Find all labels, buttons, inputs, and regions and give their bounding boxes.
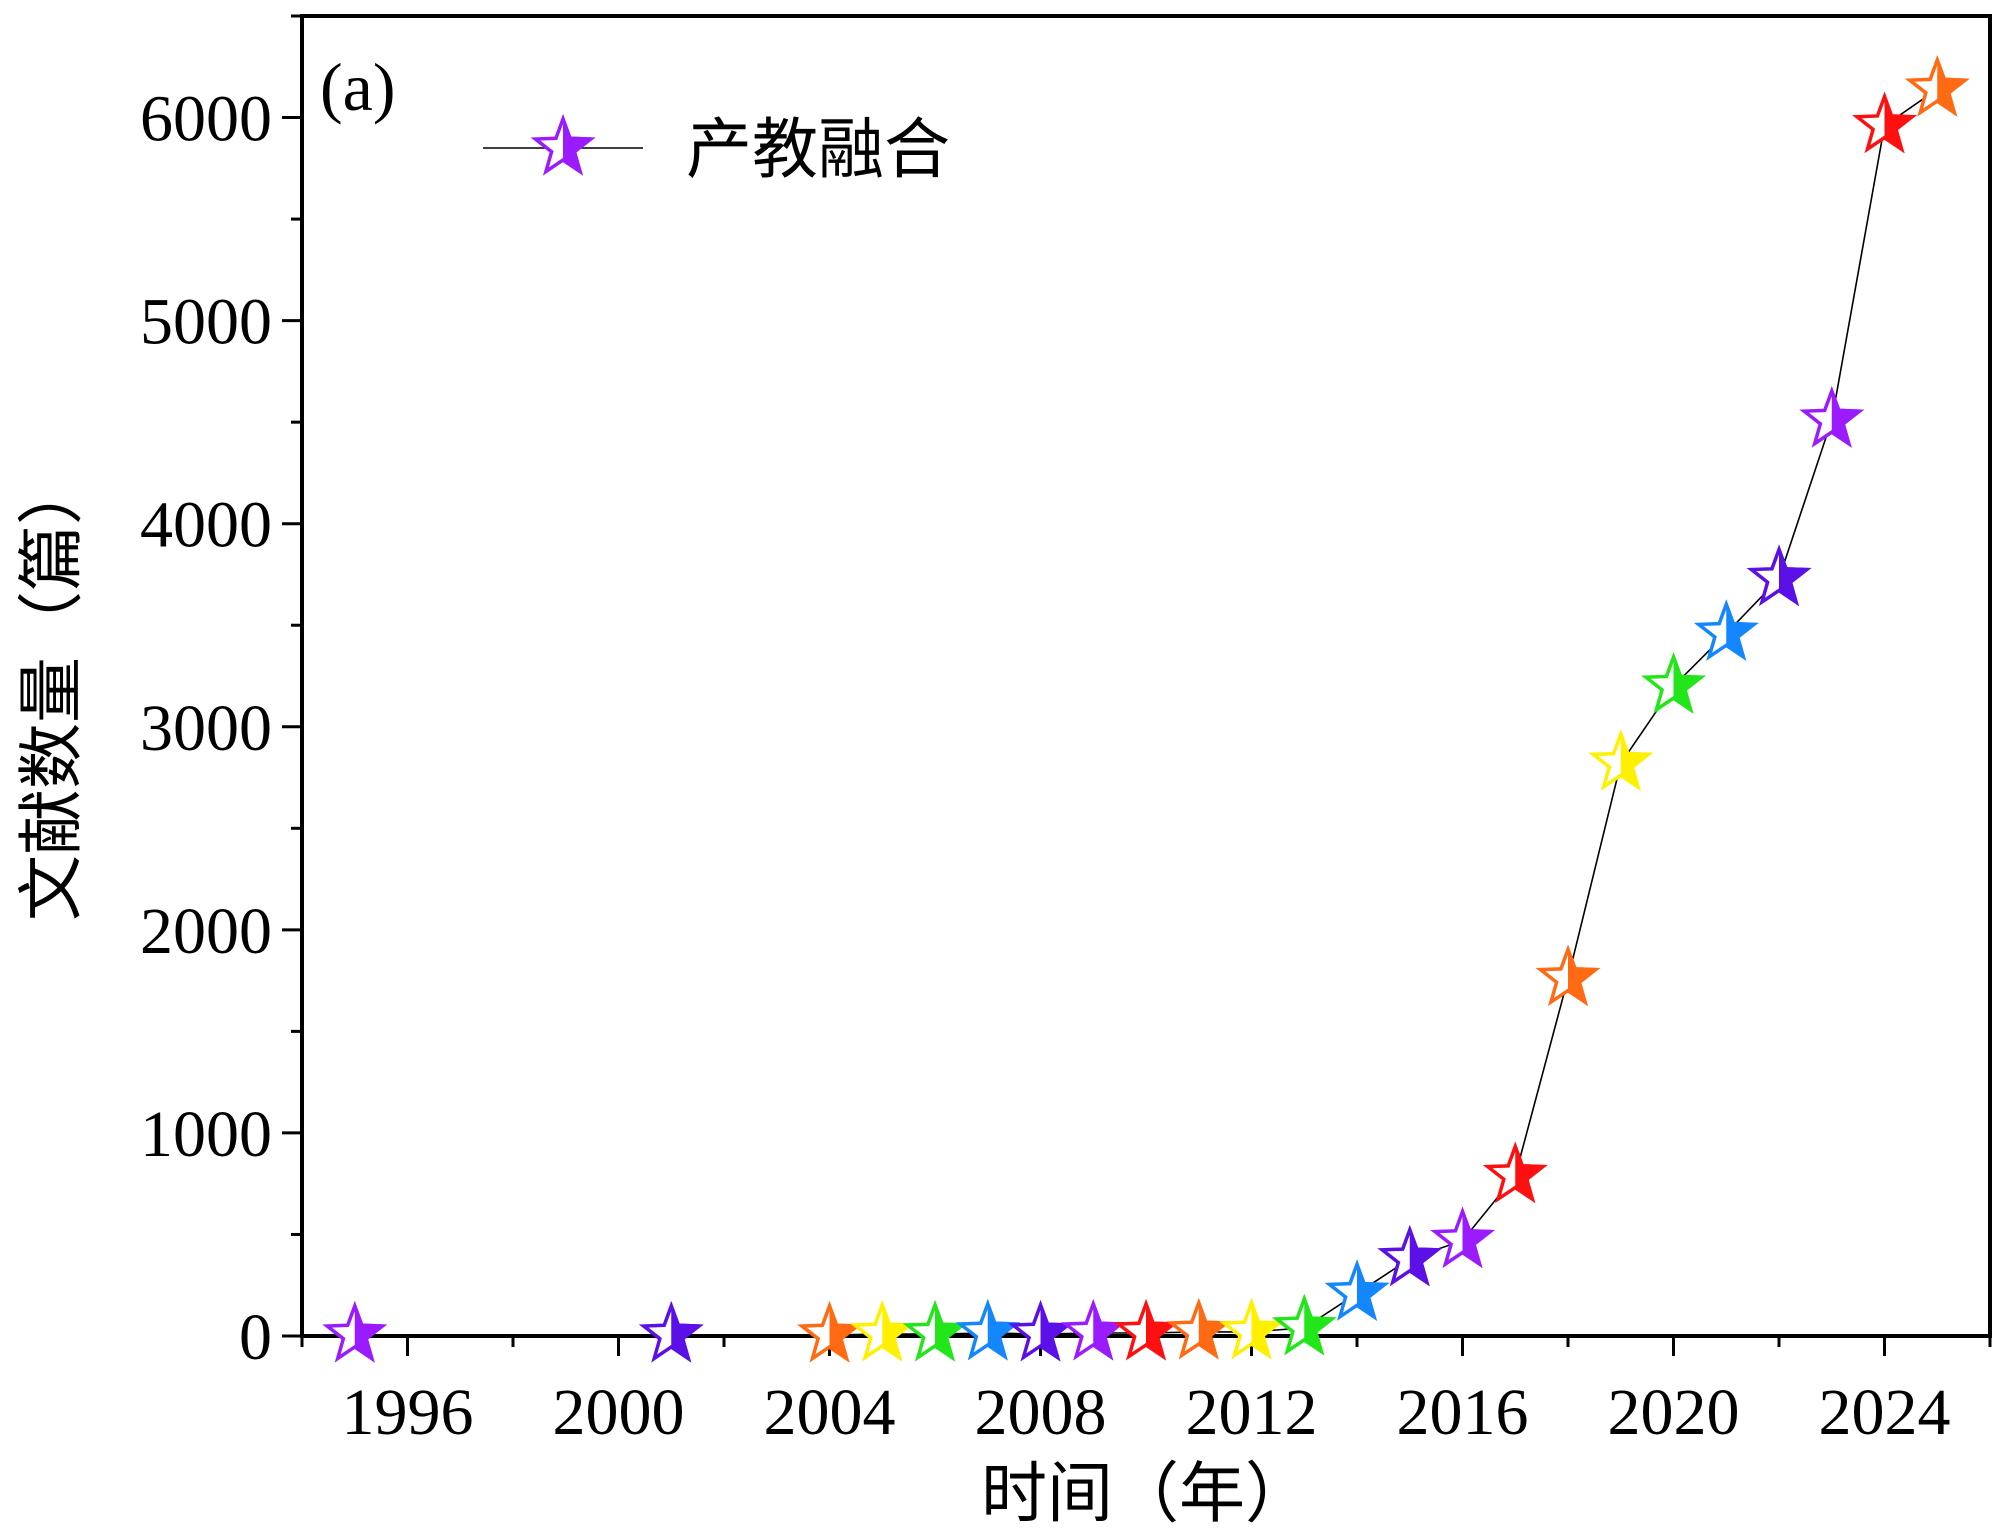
data-point-2019: [1588, 729, 1654, 791]
legend-star-icon: [530, 113, 596, 176]
legend-label: 产教融合: [686, 111, 950, 188]
data-point-2010: [1113, 1298, 1179, 1361]
x-tick-label-1996: 1996: [342, 1376, 474, 1449]
x-tick-label-2024: 2024: [1819, 1376, 1951, 1449]
data-point-2001: [638, 1300, 704, 1363]
series-line-chanjiao-ronghe: [354, 88, 1938, 1336]
data-point-2012: [1219, 1297, 1284, 1360]
data-point-2015: [1377, 1224, 1443, 1287]
legend: 产教融合: [483, 111, 950, 188]
y-tick-label-0: 0: [239, 1301, 272, 1374]
data-point-2025: [1904, 55, 1970, 117]
x-axis-title: 时间（年）: [981, 1455, 1311, 1532]
data-point-2018: [1535, 944, 1601, 1007]
y-tick-label-6000: 6000: [140, 83, 272, 156]
y-tick-label-5000: 5000: [140, 286, 272, 359]
y-axis-ticks: 0 1000 2000 3000 4000 5000 6000: [140, 14, 302, 1374]
data-point-2008: [1008, 1299, 1073, 1362]
data-point-2016: [1430, 1206, 1495, 1269]
y-tick-label-2000: 2000: [140, 895, 272, 968]
data-point-2009: [1060, 1298, 1126, 1361]
x-tick-label-2020: 2020: [1608, 1376, 1740, 1449]
data-point-2014: [1324, 1259, 1390, 1321]
series-markers: [322, 55, 1970, 1363]
data-point-2017: [1482, 1141, 1548, 1204]
data-point-2004: [797, 1300, 862, 1363]
x-tick-label-2000: 2000: [553, 1376, 685, 1449]
data-point-2006: [902, 1299, 968, 1362]
x-tick-label-2004: 2004: [764, 1376, 896, 1449]
data-point-2011: [1166, 1297, 1232, 1360]
data-point-2021: [1693, 599, 1759, 661]
data-point-2013: [1271, 1293, 1337, 1356]
x-axis-ticks: 1996 2000 2004 2008 2012 2016 2020 2024: [300, 1336, 1992, 1449]
y-tick-label-4000: 4000: [140, 489, 272, 562]
data-point-2020: [1641, 652, 1706, 714]
data-point-2023: [1799, 386, 1865, 448]
x-tick-label-2016: 2016: [1397, 1376, 1529, 1449]
y-tick-label-1000: 1000: [140, 1098, 272, 1171]
data-point-2007: [955, 1298, 1021, 1361]
y-axis-title: 文献数量（篇）: [13, 459, 90, 921]
y-tick-label-3000: 3000: [140, 692, 272, 765]
data-point-2022: [1746, 544, 1812, 607]
legend-star: [530, 113, 596, 176]
x-tick-label-2008: 2008: [975, 1376, 1107, 1449]
panel-label: (a): [320, 49, 395, 125]
plot-frame: [300, 14, 1992, 1338]
data-point-1995: [322, 1300, 388, 1363]
data-point-2024: [1852, 91, 1917, 154]
data-point-2005: [849, 1299, 915, 1362]
x-tick-label-2012: 2012: [1186, 1376, 1318, 1449]
